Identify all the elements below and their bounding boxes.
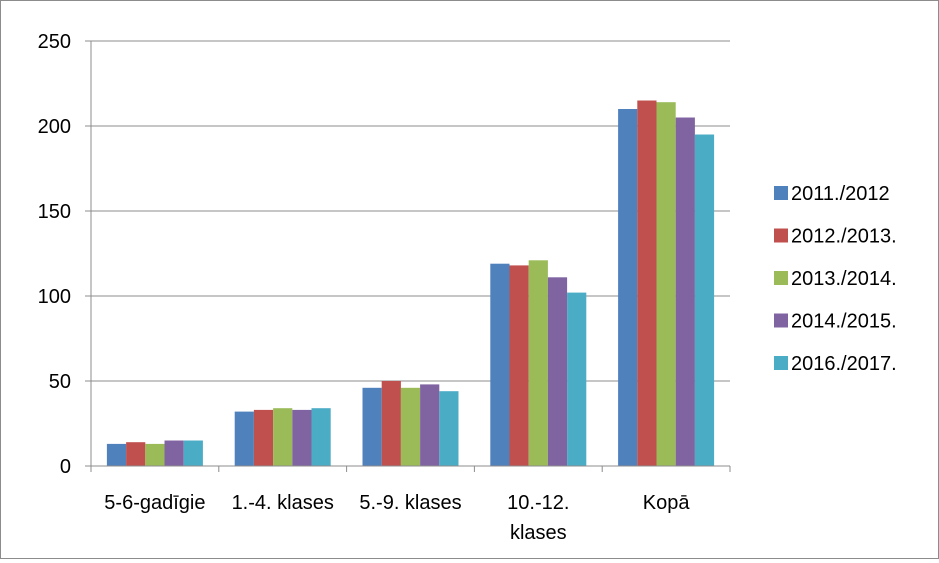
axes [85, 40, 731, 472]
bar [164, 440, 184, 466]
legend-item: 2011./2012 [774, 183, 890, 205]
bar [547, 277, 568, 466]
x-tick-label-line: 1.-4. klases [232, 492, 334, 514]
legend: 2011./2012 2012./2013. 2013./2014. 2014./20… [774, 183, 897, 375]
legend-label: 2013./2014. [791, 268, 897, 290]
x-tick-labels: 5-6-gadīgie 1.-4. klases 5.-9. klases 10.-1… [104, 492, 690, 544]
bar [273, 408, 293, 466]
y-tick-label: 200 [38, 116, 71, 138]
bar [381, 381, 401, 466]
x-tick-label-line: 5-6-gadīgie [104, 492, 205, 514]
bars [106, 100, 715, 466]
y-tick-label: 0 [60, 456, 71, 478]
x-tick-label: 10.-12. klases [507, 492, 569, 544]
legend-swatch [774, 186, 788, 200]
legend-label: 2011./2012 [791, 183, 890, 205]
bar [656, 102, 676, 466]
legend-item: 2014./2015. [774, 311, 897, 333]
bar [362, 387, 382, 466]
legend-swatch [774, 228, 788, 243]
bar [292, 409, 312, 466]
bar [694, 134, 715, 466]
legend-item: 2016./2017. [774, 353, 897, 375]
x-tick-label-line: 5.-9. klases [359, 492, 461, 514]
legend-item: 2013./2014. [774, 268, 897, 290]
y-tick-label: 250 [38, 31, 71, 53]
legend-label: 2014./2015. [791, 311, 897, 333]
legend-swatch [774, 271, 788, 285]
bar [420, 384, 440, 466]
bar [637, 100, 657, 466]
legend-item: 2012./2013. [774, 226, 897, 248]
bar [490, 263, 510, 466]
bar [311, 408, 331, 466]
bar [439, 391, 459, 466]
y-tick-label: 100 [38, 286, 71, 308]
bar [567, 292, 587, 466]
bar [106, 443, 127, 466]
legend-label: 2012./2013. [791, 226, 897, 248]
y-tick-labels: 0 50 100 150 200 250 [38, 31, 71, 478]
x-tick-label: 1.-4. klases [232, 492, 334, 514]
bar [183, 440, 203, 466]
bar [528, 260, 548, 466]
bar [618, 109, 638, 466]
y-tick-label: 150 [38, 201, 71, 223]
x-tick-label-line: 10.-12. [507, 492, 569, 514]
x-tick-label: 5.-9. klases [359, 492, 461, 514]
legend-swatch [774, 356, 788, 370]
y-tick-label: 50 [49, 371, 71, 393]
bar [145, 443, 165, 466]
bar [126, 442, 146, 466]
x-tick-label: 5-6-gadīgie [104, 492, 205, 514]
x-tick-label: Kopā [643, 492, 691, 514]
bar [400, 387, 421, 466]
legend-swatch [774, 313, 788, 328]
bar [234, 411, 254, 466]
x-tick-label-line: Kopā [643, 492, 691, 514]
bar [509, 265, 529, 466]
x-tick-label-line: klases [510, 522, 567, 544]
legend-label: 2016./2017. [791, 353, 897, 375]
bar [675, 117, 695, 466]
bar [253, 409, 274, 466]
